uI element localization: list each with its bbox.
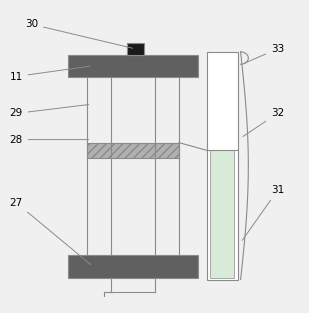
Text: 32: 32 xyxy=(243,108,284,136)
Text: 31: 31 xyxy=(242,185,284,240)
Bar xyxy=(127,43,144,55)
Bar xyxy=(207,52,238,280)
Text: 27: 27 xyxy=(10,198,91,265)
Text: 29: 29 xyxy=(10,105,89,118)
Bar xyxy=(87,143,179,158)
Text: 28: 28 xyxy=(10,135,89,145)
Text: 11: 11 xyxy=(10,66,90,81)
Text: 33: 33 xyxy=(245,44,284,63)
Text: 30: 30 xyxy=(25,19,133,48)
Bar xyxy=(210,150,235,278)
Bar xyxy=(68,55,197,76)
Bar xyxy=(68,255,197,278)
